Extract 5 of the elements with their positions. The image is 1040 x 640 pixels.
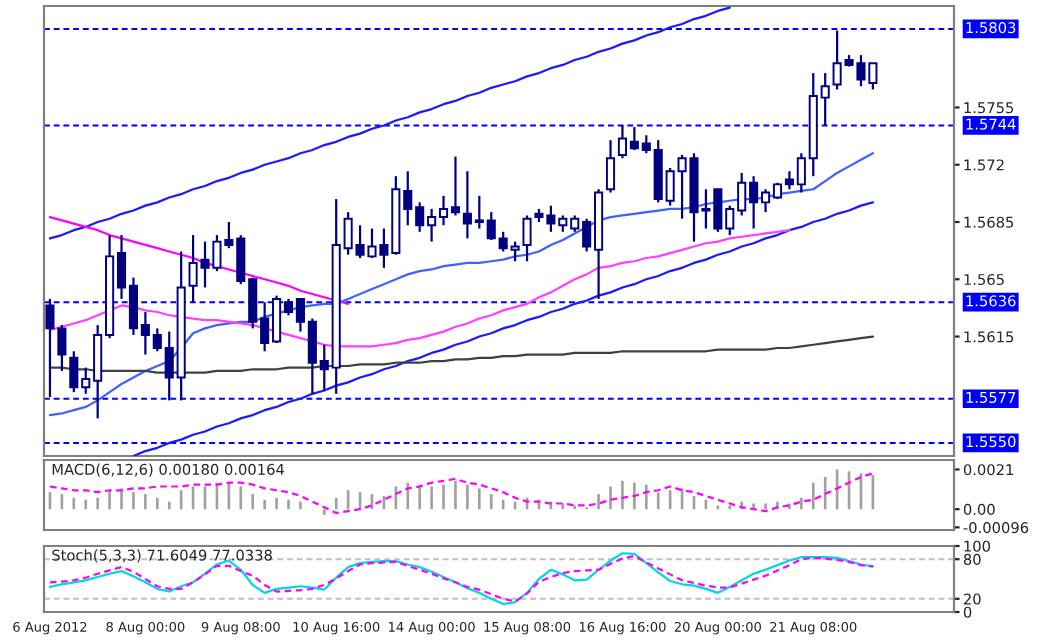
- line-series: [132, 201, 875, 456]
- line-series: [48, 152, 875, 417]
- line-series: [48, 6, 731, 240]
- candlestick: [522, 214, 532, 263]
- candlestick: [605, 139, 616, 194]
